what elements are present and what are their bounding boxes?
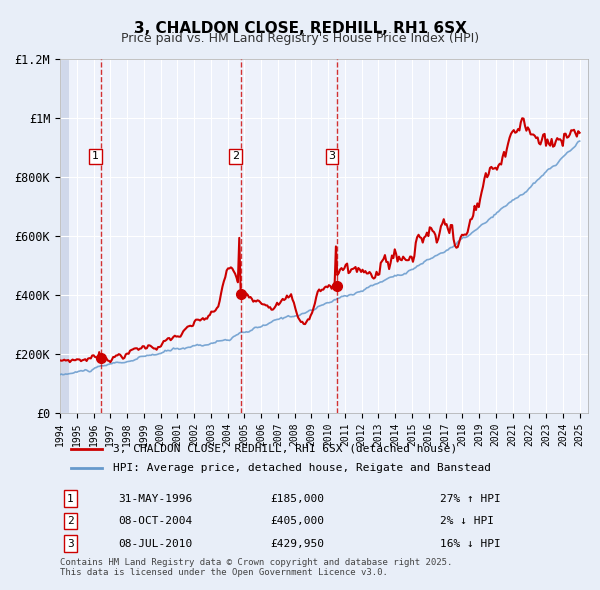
- Text: 2: 2: [232, 152, 239, 161]
- Text: £429,950: £429,950: [271, 539, 325, 549]
- Text: 3: 3: [328, 152, 335, 161]
- Text: £405,000: £405,000: [271, 516, 325, 526]
- Text: 16% ↓ HPI: 16% ↓ HPI: [440, 539, 501, 549]
- Text: 3: 3: [67, 539, 74, 549]
- Text: HPI: Average price, detached house, Reigate and Banstead: HPI: Average price, detached house, Reig…: [113, 464, 491, 473]
- Text: 2% ↓ HPI: 2% ↓ HPI: [440, 516, 494, 526]
- Text: Price paid vs. HM Land Registry's House Price Index (HPI): Price paid vs. HM Land Registry's House …: [121, 32, 479, 45]
- Bar: [60, 30, 65, 413]
- Text: 1: 1: [92, 152, 99, 161]
- Text: 08-JUL-2010: 08-JUL-2010: [118, 539, 192, 549]
- Text: £185,000: £185,000: [271, 494, 325, 504]
- Text: 31-MAY-1996: 31-MAY-1996: [118, 494, 192, 504]
- Text: 1: 1: [67, 494, 74, 504]
- Text: 27% ↑ HPI: 27% ↑ HPI: [440, 494, 501, 504]
- Text: 3, CHALDON CLOSE, REDHILL, RH1 6SX: 3, CHALDON CLOSE, REDHILL, RH1 6SX: [134, 21, 466, 35]
- Text: Contains HM Land Registry data © Crown copyright and database right 2025.
This d: Contains HM Land Registry data © Crown c…: [60, 558, 452, 577]
- Text: 3, CHALDON CLOSE, REDHILL, RH1 6SX (detached house): 3, CHALDON CLOSE, REDHILL, RH1 6SX (deta…: [113, 444, 457, 454]
- Text: 08-OCT-2004: 08-OCT-2004: [118, 516, 192, 526]
- Text: 2: 2: [67, 516, 74, 526]
- Bar: [60, 59, 68, 413]
